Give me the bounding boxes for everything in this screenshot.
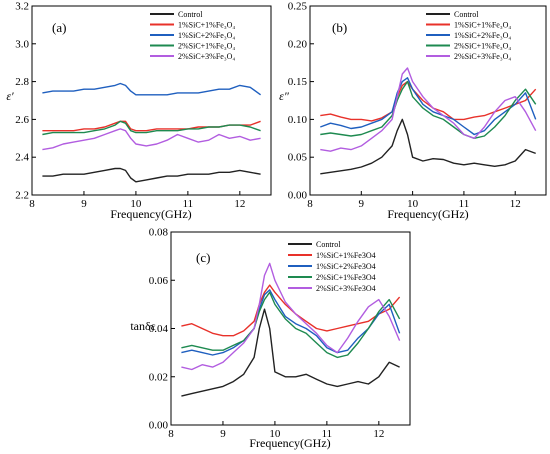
ticks-c: 8 9 10 11 12 0.00 0.02 0.04 0.06 0.08 [149, 227, 385, 441]
legend-label: 1%SiC+1%Fe₃O₄ [454, 21, 511, 30]
x-axis-label-b: Frequency(GHz) [387, 207, 468, 221]
x-tick-label: 11 [183, 198, 194, 210]
x-tick-label: 9 [220, 428, 226, 440]
panel-label-b: (b) [332, 20, 347, 35]
series-line-a-3 [42, 120, 261, 136]
series-line-b-2 [320, 77, 537, 136]
y-axis-label-b: ε″ [279, 89, 290, 103]
y-tick-label: 0.25 [288, 1, 308, 13]
legend-c: Control 1%SiC+1%Fe3O4 1%SiC+2%Fe3O4 2%SiC+1… [288, 240, 376, 293]
y-tick-label: 0.05 [288, 152, 308, 164]
legend-label: 2%SiC+3%Fe3O4 [316, 284, 376, 293]
panel-a: 8 9 10 11 12 2.2 2.4 2.6 2.8 3.0 3.2 (a) Frequency… [6, 1, 272, 221]
ticks-b: 8 9 10 11 12 0.00 0.05 0.10 0.15 0.20 0.25 [288, 1, 521, 211]
x-tick-label: 12 [510, 198, 521, 210]
legend-label: Control [178, 10, 203, 19]
y-tick-label: 2.8 [15, 76, 29, 88]
x-tick-label: 12 [373, 428, 384, 440]
y-tick-label: 3.0 [15, 38, 29, 50]
panel-label-a: (a) [52, 20, 66, 35]
y-tick-label: 0.08 [149, 227, 169, 239]
legend-label: 1%SiC+1%Fe3O4 [316, 251, 376, 260]
x-tick-label: 10 [269, 428, 281, 440]
x-tick-label: 11 [322, 428, 333, 440]
legend-label: Control [316, 240, 341, 249]
y-tick-label: 0.00 [149, 420, 169, 432]
y-tick-label: 0.15 [288, 76, 308, 88]
y-tick-label: 0.20 [288, 38, 308, 50]
x-tick-label: 9 [359, 198, 365, 210]
x-tick-label: 8 [168, 428, 174, 440]
y-tick-label: 0.02 [149, 371, 168, 383]
legend-label: 2%SiC+1%Fe3O4 [316, 273, 376, 282]
y-tick-label: 0.10 [288, 114, 308, 126]
series-line-a-0 [42, 167, 261, 183]
legend-label: 2%SiC+1%Fe₃O₄ [454, 42, 511, 51]
x-tick-label: 12 [234, 198, 245, 210]
legend-label: 2%SiC+1%Fe₃O₄ [178, 42, 235, 51]
y-tick-label: 2.4 [15, 152, 29, 164]
series-line-b-4 [320, 67, 537, 152]
series-line-c-4 [181, 262, 401, 371]
y-axis-label-c: tanδε [130, 319, 155, 333]
x-tick-label: 10 [130, 198, 142, 210]
y-tick-label: 2.6 [15, 114, 29, 126]
plot-frame-b [309, 5, 547, 196]
series-line-b-1 [320, 80, 537, 122]
series-line-c-3 [181, 291, 401, 359]
x-tick-label: 8 [29, 198, 35, 210]
x-tick-label: 9 [81, 198, 87, 210]
series-line-a-2 [42, 82, 262, 96]
legend-label: 2%SiC+3%Fe₃O₄ [178, 52, 235, 61]
plot-frame-a [31, 5, 272, 196]
x-axis-label-a: Frequency(GHz) [110, 207, 191, 221]
series-lines-a [42, 82, 262, 183]
y-tick-label: 3.2 [15, 1, 29, 13]
x-axis-label-c: Frequency(GHz) [249, 436, 330, 450]
series-line-a-4 [42, 128, 261, 151]
legend-label: 1%SiC+1%Fe₃O₄ [178, 21, 235, 30]
series-lines-b [320, 67, 537, 175]
x-tick-label: 8 [307, 198, 313, 210]
y-tick-label: 2.2 [15, 190, 29, 202]
y-tick-label: 0.06 [149, 275, 169, 287]
ticks-a: 8 9 10 11 12 2.2 2.4 2.6 2.8 3.0 3.2 [15, 1, 245, 211]
legend-label: 1%SiC+2%Fe₃O₄ [454, 31, 511, 40]
series-line-c-0 [181, 308, 400, 397]
panel-label-c: (c) [196, 250, 210, 265]
y-tick-label: 0.04 [149, 323, 169, 335]
panel-c: 8 9 10 11 12 0.00 0.02 0.04 0.06 0.08 (c) Frequen… [130, 227, 411, 450]
legend-label: Control [454, 10, 479, 19]
legend-label: 2%SiC+3%Fe₃O₄ [454, 52, 511, 61]
legend-label: 1%SiC+2%Fe3O4 [316, 262, 376, 271]
series-line-b-3 [320, 80, 537, 140]
legend-label: 1%SiC+2%Fe₃O₄ [178, 31, 235, 40]
series-line-b-0 [320, 118, 536, 175]
series-lines-c [181, 262, 401, 397]
x-tick-label: 10 [407, 198, 419, 210]
y-axis-label-a: ε′ [6, 89, 14, 103]
series-line-c-1 [181, 284, 401, 337]
x-tick-label: 11 [459, 198, 470, 210]
series-line-c-2 [181, 289, 401, 356]
panel-b: 8 9 10 11 12 0.00 0.05 0.10 0.15 0.20 0.25 (b) Fre… [279, 1, 547, 221]
y-tick-label: 0.00 [288, 190, 308, 202]
